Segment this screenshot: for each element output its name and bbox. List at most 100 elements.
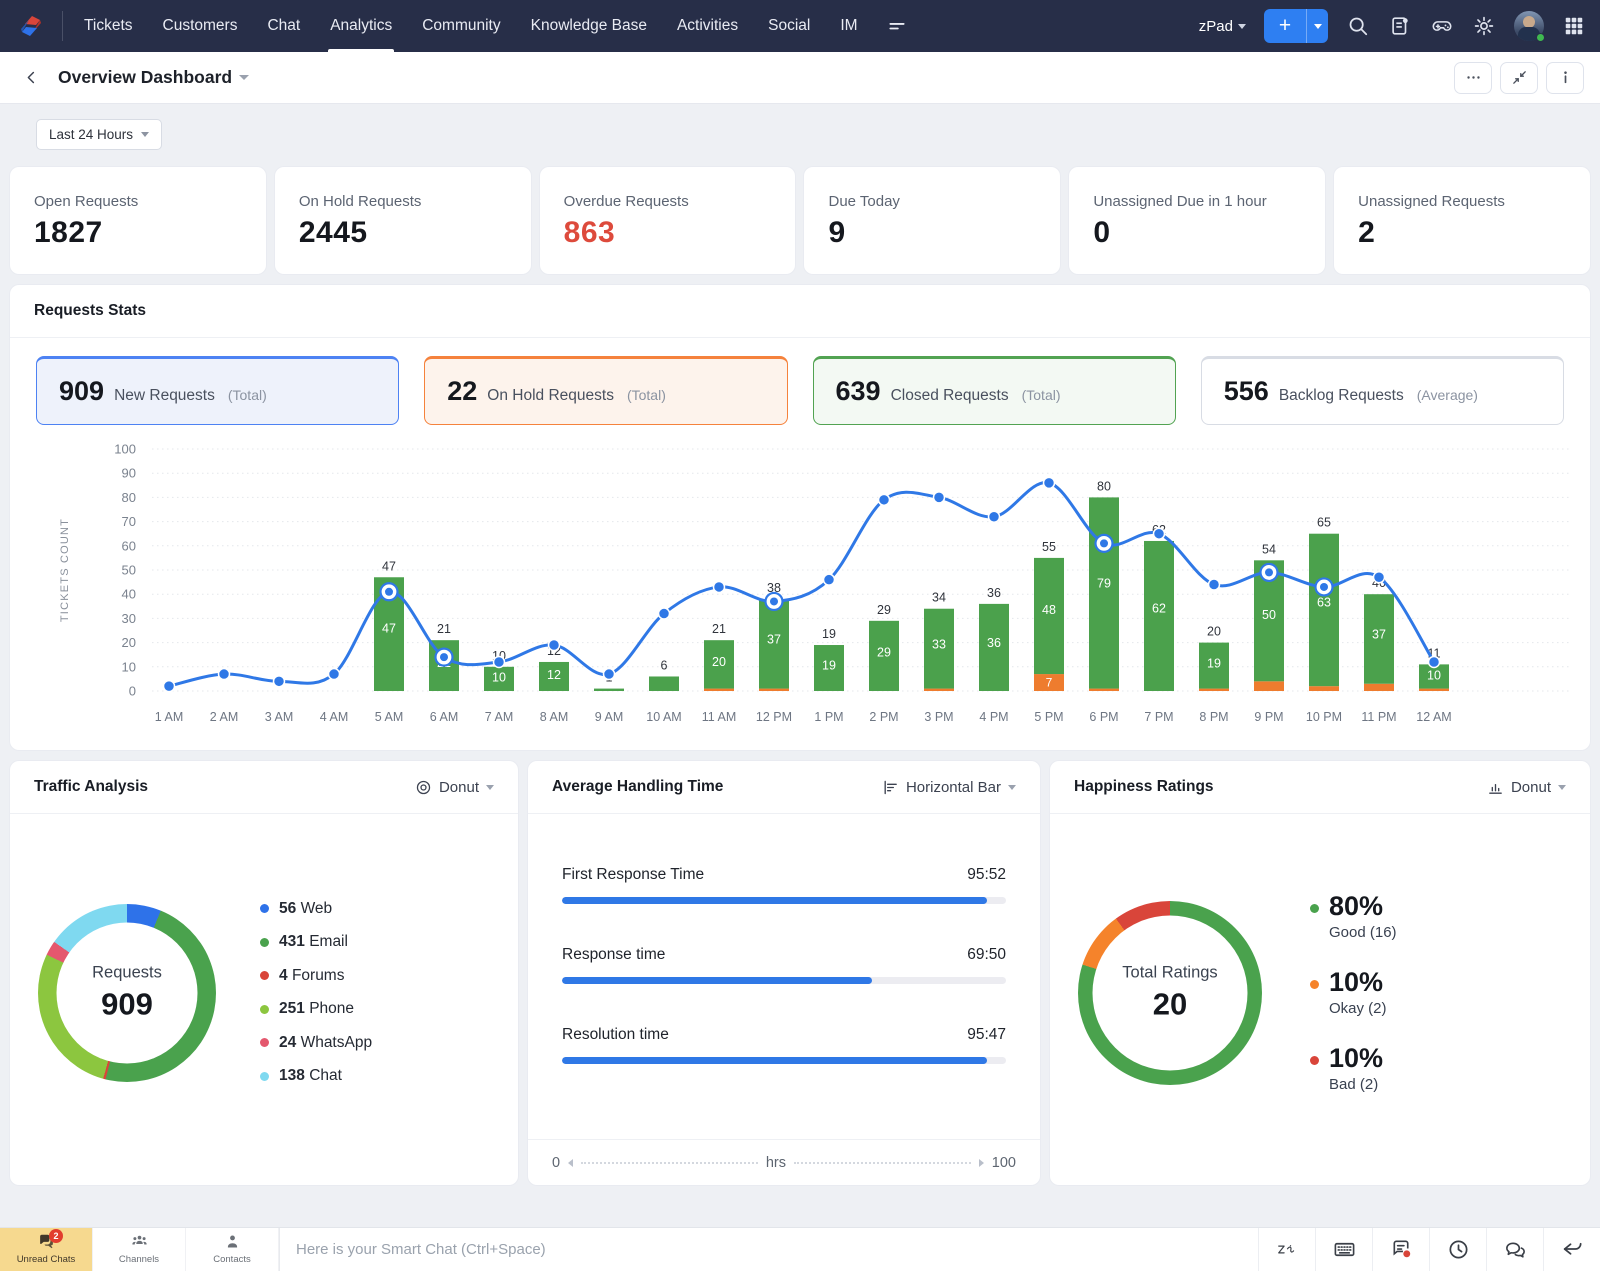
add-button[interactable]: + [1278, 14, 1292, 37]
smart-chat-input[interactable] [296, 1241, 1258, 1258]
traffic-chart-type-label: Donut [438, 778, 479, 796]
traffic-chart-type-selector[interactable]: Donut [415, 779, 494, 796]
apps-grid-icon[interactable] [1562, 14, 1586, 38]
kpi-card[interactable]: Open Requests 1827 [10, 167, 266, 274]
happiness-legend-item[interactable]: 80% Good (16) [1310, 892, 1397, 941]
request-stat-card[interactable]: 556 Backlog Requests (Average) [1200, 356, 1564, 425]
traffic-donut-chart[interactable]: Requests 909 [38, 903, 216, 1082]
more-options-button[interactable] [1454, 61, 1492, 94]
traffic-legend-item[interactable]: 56 Web [260, 900, 372, 918]
collapse-button[interactable] [1500, 61, 1538, 94]
horizontal-bar-icon [884, 780, 897, 794]
svg-text:7 AM: 7 AM [485, 710, 514, 724]
chat-tab-channels[interactable]: Channels [93, 1228, 186, 1271]
zia-icon[interactable] [1258, 1228, 1315, 1271]
svg-text:12 AM: 12 AM [1416, 710, 1451, 724]
axis-arrow-left-icon [568, 1159, 574, 1167]
kpi-card[interactable]: Unassigned Requests 2 [1334, 167, 1590, 274]
happiness-donut-chart[interactable]: Total Ratings 20 [1078, 900, 1262, 1085]
stat-label: Backlog Requests [1278, 387, 1404, 404]
traffic-legend-item[interactable]: 431 Email [260, 933, 372, 951]
chat-tab-label: Contacts [213, 1254, 251, 1265]
chat-tab-unread-chats[interactable]: 2 Unread Chats [0, 1228, 93, 1271]
nav-item-knowledge-base[interactable]: Knowledge Base [530, 17, 647, 34]
kpi-card[interactable]: Overdue Requests 863 [539, 167, 796, 274]
time-range-filter[interactable]: Last 24 Hours [36, 119, 163, 150]
request-stat-card[interactable]: 22 On Hold Requests (Total) [424, 356, 788, 425]
aht-row-label: First Response Time [562, 866, 705, 883]
kpi-value: 2 [1358, 216, 1376, 249]
nav-item-analytics[interactable]: Analytics [315, 0, 407, 52]
traffic-legend-item[interactable]: 251 Phone [260, 1000, 372, 1018]
legend-label: Email [309, 933, 348, 951]
request-stat-card[interactable]: 909 New Requests (Total) [36, 356, 400, 425]
settings-icon[interactable] [1472, 14, 1496, 38]
release-notes-icon[interactable] [1388, 14, 1412, 38]
aht-bar-track[interactable] [562, 1057, 1006, 1064]
chat-right-icons [1258, 1228, 1600, 1271]
nav-menu: Tickets Customers Chat Analytics Community Kn… [69, 0, 873, 52]
header-actions [1454, 61, 1584, 94]
chevron-down-icon [1238, 23, 1246, 29]
aht-bar-track[interactable] [562, 897, 1006, 904]
happiness-legend-item[interactable]: 10% Okay (2) [1310, 967, 1397, 1017]
search-icon[interactable] [1346, 14, 1370, 38]
zoho-desk-logo[interactable] [0, 0, 62, 52]
aht-chart-type-selector[interactable]: Horizontal Bar [882, 779, 1016, 796]
user-avatar[interactable] [1514, 11, 1545, 42]
nav-item-social[interactable]: Social [768, 17, 811, 34]
legend-value: 24 [279, 1033, 297, 1051]
chevron-down-icon [486, 784, 494, 790]
nav-item-chat[interactable]: Chat [267, 17, 301, 34]
svg-text:50: 50 [122, 563, 136, 578]
axis-dotted-line [794, 1162, 971, 1164]
request-stat-card[interactable]: 639 Closed Requests (Total) [812, 356, 1176, 425]
traffic-legend: 56 Web 431 Email 4 Forums 251 Phone 24 W… [260, 900, 372, 1086]
svg-text:65: 65 [1317, 516, 1331, 530]
aht-row-value: 95:47 [967, 1026, 1006, 1043]
svg-text:2 AM: 2 AM [210, 710, 239, 724]
add-button-caret[interactable] [1306, 9, 1328, 43]
legend-label: WhatsApp [300, 1033, 373, 1051]
traffic-legend-item[interactable]: 4 Forums [260, 967, 372, 985]
aht-bar-track[interactable] [562, 977, 1006, 984]
svg-text:19: 19 [1207, 656, 1221, 670]
workspace-selector[interactable]: zPad [1199, 18, 1246, 35]
dashboard-switch-caret-icon[interactable] [239, 75, 250, 80]
kpi-label: Overdue Requests [563, 193, 689, 210]
online-status-dot [1536, 33, 1545, 42]
legend-percent: 80% [1329, 891, 1384, 922]
svg-text:20: 20 [1207, 625, 1221, 639]
chat-notes-icon[interactable] [1372, 1228, 1429, 1271]
workspace-label: zPad [1198, 17, 1233, 35]
traffic-center-label: Requests [92, 963, 162, 981]
traffic-legend-item[interactable]: 24 WhatsApp [260, 1034, 372, 1052]
chat-tab-contacts[interactable]: Contacts [186, 1228, 279, 1271]
nav-item-customers[interactable]: Customers [162, 17, 238, 34]
pop-out-icon[interactable] [1543, 1228, 1600, 1271]
nav-more-icon[interactable] [873, 16, 921, 36]
kpi-card[interactable]: Due Today 9 [804, 167, 1061, 274]
stat-label: On Hold Requests [487, 387, 614, 404]
info-button[interactable] [1546, 61, 1584, 94]
back-button[interactable] [16, 63, 46, 93]
nav-item-community[interactable]: Community [422, 17, 501, 34]
happiness-legend-item[interactable]: 10% Bad (2) [1310, 1043, 1397, 1093]
gamepad-icon[interactable] [1430, 14, 1454, 38]
svg-text:10: 10 [122, 659, 136, 674]
keyboard-icon[interactable] [1315, 1228, 1372, 1271]
svg-text:1 PM: 1 PM [814, 710, 843, 724]
kpi-card[interactable]: Unassigned Due in 1 hour 0 [1069, 167, 1326, 274]
avg-handling-time-panel: Average Handling Time Horizontal Bar Fir… [528, 761, 1040, 1185]
nav-item-activities[interactable]: Activities [676, 17, 739, 34]
kpi-card[interactable]: On Hold Requests 2445 [274, 167, 531, 274]
aht-row-label: Resolution time [562, 1026, 669, 1043]
tickets-combo-chart[interactable]: 0 10 20 30 40 50 60 70 80 90 100 TICKETS COUNT 1 AM 2… [24, 439, 1576, 735]
happiness-chart-type-selector[interactable]: Donut [1487, 779, 1566, 796]
nav-item-tickets[interactable]: Tickets [84, 17, 133, 34]
traffic-legend-item[interactable]: 138 Chat [260, 1067, 372, 1085]
history-icon[interactable] [1429, 1228, 1486, 1271]
chat-outline-icon[interactable] [1486, 1228, 1543, 1271]
nav-item-im[interactable]: IM [840, 17, 858, 34]
svg-text:36: 36 [987, 636, 1001, 650]
